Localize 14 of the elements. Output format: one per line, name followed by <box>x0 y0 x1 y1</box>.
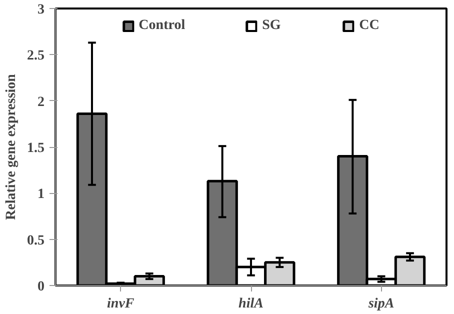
y-tick-label: 0.5 <box>27 233 44 248</box>
y-tick-label: 0 <box>38 280 44 294</box>
y-tick-label: 2 <box>38 94 44 110</box>
y-tick-label: 2.5 <box>27 48 44 64</box>
legend-label: SG <box>262 18 282 34</box>
y-tick-label: 1.5 <box>27 141 44 156</box>
y-tick-label: 1 <box>38 187 44 202</box>
x-tick-label: invF <box>107 296 135 312</box>
x-tick-label: sipA <box>367 296 394 312</box>
legend-label: Control <box>138 18 186 34</box>
x-tick-label: hilA <box>238 296 264 312</box>
y-tick-label: 3 <box>38 2 44 18</box>
legend-label: CC <box>359 18 380 34</box>
y-axis-title: Relative gene expression <box>4 74 19 220</box>
